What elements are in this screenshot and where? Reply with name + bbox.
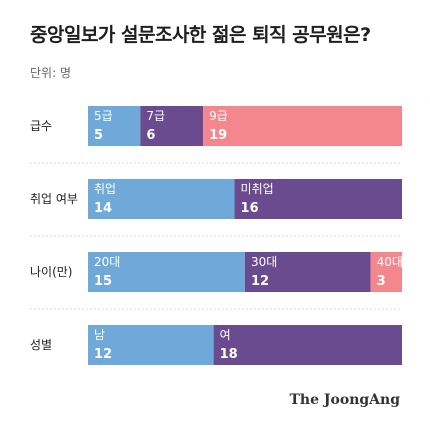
segment-value: 6 bbox=[146, 128, 155, 143]
segment-label: 7급 bbox=[146, 109, 165, 123]
segment-value: 15 bbox=[94, 274, 112, 289]
row-label: 취업 여부 bbox=[30, 192, 78, 206]
segment-value: 12 bbox=[251, 274, 269, 289]
segment-label: 9급 bbox=[209, 109, 228, 123]
segment-value: 12 bbox=[94, 347, 112, 362]
segment-value: 18 bbox=[220, 347, 238, 362]
segment-label: 30대 bbox=[251, 255, 277, 269]
bar-segment bbox=[203, 106, 402, 146]
bar-segment bbox=[245, 252, 371, 292]
segment-label: 40대 bbox=[377, 255, 403, 269]
segment-label: 20대 bbox=[94, 255, 120, 269]
segment-value: 5 bbox=[94, 128, 103, 143]
bar-segment bbox=[88, 252, 245, 292]
brand-logo: The JoongAng bbox=[289, 392, 400, 408]
segment-label: 미취업 bbox=[241, 182, 274, 196]
segment-value: 3 bbox=[377, 274, 386, 289]
bar-segment bbox=[234, 179, 402, 219]
segment-value: 16 bbox=[241, 201, 259, 216]
segment-label: 취업 bbox=[94, 182, 116, 196]
bar-segment bbox=[140, 106, 204, 146]
segment-label: 5급 bbox=[94, 109, 113, 123]
row-label: 급수 bbox=[30, 119, 52, 133]
chart-title: 중앙일보가 설문조사한 젊은 퇴직 공무원은? bbox=[30, 24, 371, 46]
segment-value: 14 bbox=[94, 201, 112, 216]
segment-value: 19 bbox=[209, 128, 227, 143]
unit-label: 단위: 명 bbox=[30, 66, 71, 80]
segment-label: 여 bbox=[220, 328, 231, 342]
bar-segment bbox=[88, 106, 141, 146]
bar-segment bbox=[88, 179, 235, 219]
bar-segment bbox=[370, 252, 402, 292]
segment-label: 남 bbox=[94, 328, 105, 342]
row-label: 성별 bbox=[30, 338, 52, 352]
bar-segment bbox=[88, 325, 214, 365]
row-label: 나이(만) bbox=[30, 265, 72, 279]
bar-segment bbox=[213, 325, 402, 365]
